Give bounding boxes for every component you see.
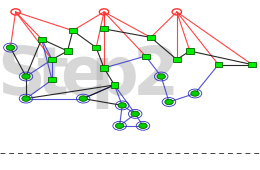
Circle shape	[165, 99, 173, 105]
Circle shape	[131, 111, 139, 117]
Circle shape	[191, 91, 199, 96]
Circle shape	[6, 45, 15, 50]
FancyBboxPatch shape	[147, 35, 155, 40]
FancyBboxPatch shape	[248, 62, 256, 67]
FancyBboxPatch shape	[38, 37, 45, 42]
FancyBboxPatch shape	[92, 45, 100, 50]
FancyBboxPatch shape	[100, 65, 108, 71]
Circle shape	[139, 123, 147, 129]
Text: p: p	[90, 44, 138, 109]
Text: 2: 2	[133, 44, 179, 109]
Text: S: S	[0, 44, 45, 109]
FancyBboxPatch shape	[48, 77, 56, 82]
FancyBboxPatch shape	[173, 57, 181, 62]
Circle shape	[79, 96, 87, 101]
Circle shape	[22, 96, 30, 101]
Circle shape	[118, 103, 126, 108]
Circle shape	[22, 74, 30, 79]
FancyBboxPatch shape	[110, 82, 118, 88]
FancyBboxPatch shape	[69, 28, 77, 33]
Text: e: e	[61, 44, 106, 109]
FancyBboxPatch shape	[64, 48, 72, 54]
FancyBboxPatch shape	[214, 62, 222, 67]
Circle shape	[157, 74, 165, 79]
FancyBboxPatch shape	[48, 57, 56, 62]
FancyBboxPatch shape	[100, 26, 108, 31]
Circle shape	[115, 123, 124, 129]
Text: t: t	[36, 44, 68, 109]
FancyBboxPatch shape	[142, 54, 150, 59]
FancyBboxPatch shape	[186, 48, 194, 54]
